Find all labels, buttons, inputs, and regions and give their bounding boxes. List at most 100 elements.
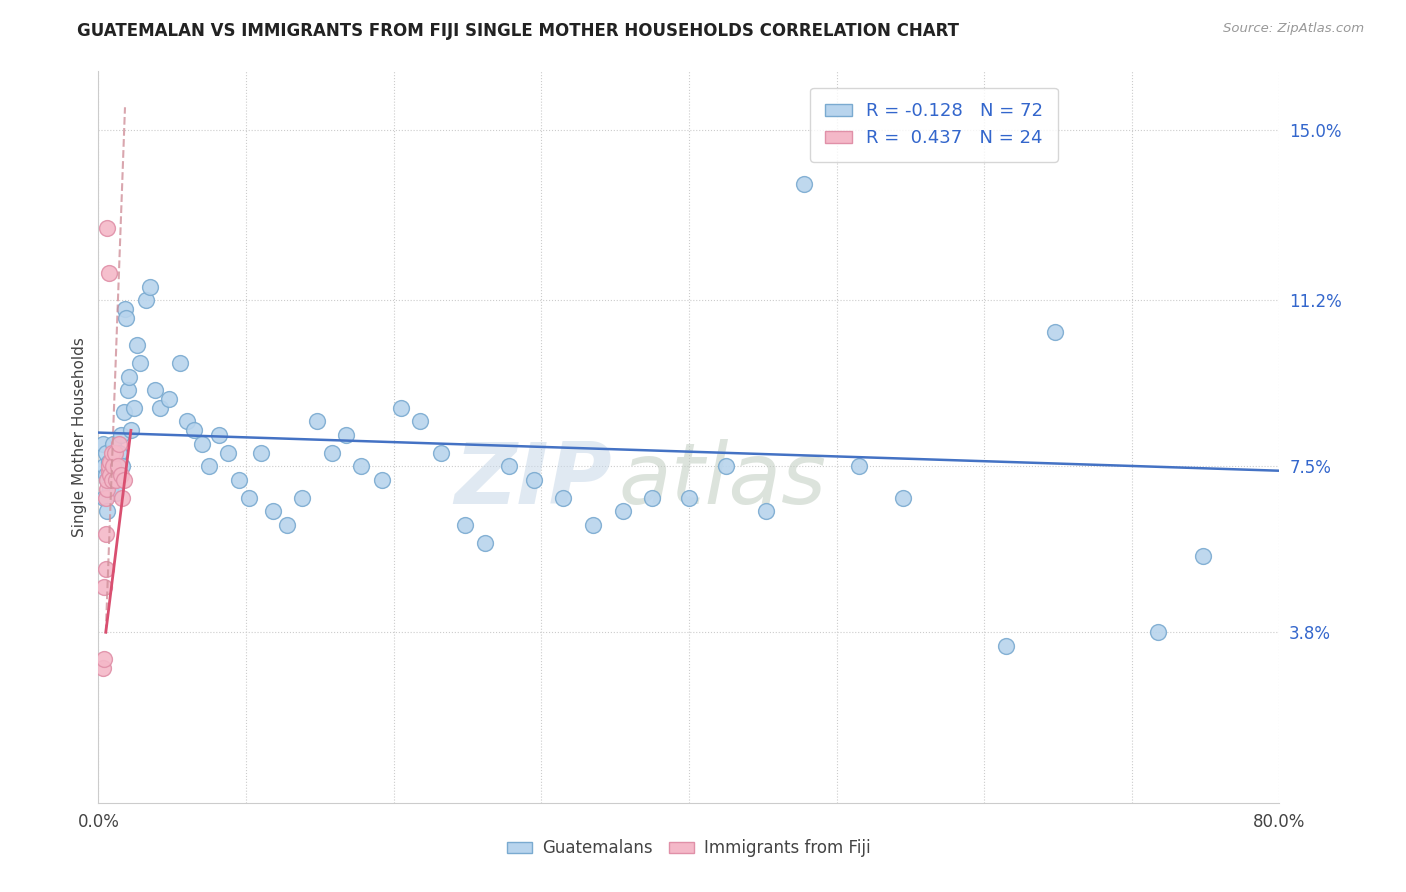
Point — [553, 491, 575, 505]
Point — [276, 517, 298, 532]
Point — [582, 517, 605, 532]
Point — [474, 535, 496, 549]
Point — [371, 473, 394, 487]
Point — [108, 437, 131, 451]
Point — [100, 446, 122, 460]
Text: Source: ZipAtlas.com: Source: ZipAtlas.com — [1223, 22, 1364, 36]
Text: atlas: atlas — [619, 440, 827, 523]
Point — [96, 473, 118, 487]
Point — [335, 427, 357, 442]
Point — [104, 446, 127, 460]
Point — [755, 504, 778, 518]
Point — [208, 427, 231, 442]
Point — [714, 459, 737, 474]
Point — [108, 446, 131, 460]
Point — [96, 221, 118, 235]
Point — [98, 459, 121, 474]
Point — [291, 491, 314, 505]
Point — [1147, 625, 1170, 640]
Point — [143, 383, 166, 397]
Point — [104, 450, 127, 465]
Point — [112, 405, 135, 419]
Point — [139, 279, 162, 293]
Point — [97, 459, 120, 474]
Point — [135, 293, 157, 308]
Point — [122, 401, 145, 415]
Point — [96, 504, 118, 518]
Point — [98, 468, 121, 483]
Point — [262, 504, 284, 518]
Text: ZIP: ZIP — [454, 440, 612, 523]
Point — [350, 459, 373, 474]
Point — [238, 491, 260, 505]
Point — [112, 473, 135, 487]
Point — [793, 177, 815, 191]
Point — [105, 473, 128, 487]
Point — [641, 491, 664, 505]
Point — [191, 437, 214, 451]
Point — [100, 473, 122, 487]
Point — [678, 491, 700, 505]
Point — [149, 401, 172, 415]
Point — [198, 459, 221, 474]
Point — [91, 661, 114, 675]
Point — [891, 491, 914, 505]
Point — [111, 491, 134, 505]
Point — [114, 302, 136, 317]
Point — [111, 459, 134, 474]
Point — [157, 392, 180, 406]
Point — [94, 468, 117, 483]
Point — [110, 468, 132, 483]
Point — [93, 581, 115, 595]
Point — [93, 652, 115, 666]
Point — [98, 482, 121, 496]
Point — [305, 414, 328, 428]
Text: GUATEMALAN VS IMMIGRANTS FROM FIJI SINGLE MOTHER HOUSEHOLDS CORRELATION CHART: GUATEMALAN VS IMMIGRANTS FROM FIJI SINGL… — [77, 22, 959, 40]
Point — [995, 639, 1018, 653]
Point — [94, 491, 117, 505]
Point — [389, 401, 412, 415]
Point — [105, 486, 128, 500]
Legend: Guatemalans, Immigrants from Fiji: Guatemalans, Immigrants from Fiji — [501, 832, 877, 864]
Point — [107, 464, 129, 478]
Point — [217, 446, 239, 460]
Point — [125, 338, 148, 352]
Point — [453, 517, 475, 532]
Point — [93, 491, 115, 505]
Point — [94, 446, 117, 460]
Point — [848, 459, 870, 474]
Point — [1191, 549, 1213, 563]
Point — [97, 455, 120, 469]
Point — [612, 504, 634, 518]
Point — [94, 562, 117, 576]
Point — [523, 473, 546, 487]
Point — [250, 446, 273, 460]
Point — [98, 455, 121, 469]
Point — [97, 266, 120, 280]
Point — [103, 459, 125, 474]
Point — [228, 473, 250, 487]
Point — [176, 414, 198, 428]
Point — [115, 311, 138, 326]
Point — [93, 459, 115, 474]
Point — [107, 459, 129, 474]
Point — [1043, 325, 1066, 339]
Point — [430, 446, 453, 460]
Point — [100, 473, 122, 487]
Point — [103, 468, 125, 483]
Point — [103, 437, 125, 451]
Point — [97, 464, 120, 478]
Point — [94, 526, 117, 541]
Point — [183, 423, 205, 437]
Point — [117, 383, 139, 397]
Point — [96, 482, 118, 496]
Point — [120, 423, 142, 437]
Point — [128, 356, 150, 370]
Point — [321, 446, 343, 460]
Point — [498, 459, 520, 474]
Y-axis label: Single Mother Households: Single Mother Households — [72, 337, 87, 537]
Point — [110, 427, 132, 442]
Point — [409, 414, 432, 428]
Point — [118, 369, 141, 384]
Point — [96, 473, 118, 487]
